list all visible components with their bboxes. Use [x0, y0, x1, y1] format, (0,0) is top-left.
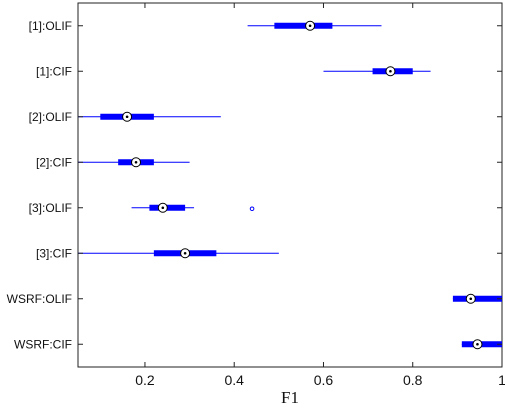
iqr-box	[274, 22, 333, 29]
category-label: [3]:CIF	[36, 246, 72, 260]
box-group	[461, 339, 502, 350]
boxes-layer	[78, 20, 502, 350]
category-label: [1]:OLIF	[29, 19, 72, 33]
x-axis-ticks: 0.2 0.4 0.6 0.8 1	[78, 3, 505, 388]
x-tick-label: 0.6	[314, 372, 334, 388]
x-tick-label: 0.2	[135, 372, 155, 388]
box-group	[78, 157, 190, 168]
x-tick-label: 0.4	[224, 372, 244, 388]
median-dot	[476, 342, 479, 346]
box-group	[323, 66, 431, 77]
median-dot	[134, 160, 138, 164]
category-label: WSRF:OLIF	[7, 292, 72, 306]
median-dot	[125, 115, 129, 119]
box-group	[78, 248, 279, 259]
median-dot	[308, 24, 312, 28]
x-tick-label: 0.8	[403, 372, 423, 388]
category-label: WSRF:CIF	[14, 337, 72, 351]
box-group	[247, 20, 382, 31]
category-label: [3]:OLIF	[29, 201, 72, 215]
category-label: [2]:OLIF	[29, 110, 72, 124]
iqr-box	[452, 295, 502, 302]
plot-area	[77, 2, 503, 368]
box-group	[131, 202, 255, 213]
x-axis-title: F1	[281, 388, 299, 407]
median-dot	[469, 297, 473, 301]
box-group	[78, 111, 221, 122]
median-dot	[183, 251, 187, 255]
median-dot	[161, 206, 165, 210]
category-labels: [1]:OLIF [1]:CIF [2]:OLIF [2]:CIF [3]:OLIF [3…	[7, 19, 72, 352]
category-label: [1]:CIF	[36, 64, 72, 78]
median-dot	[389, 69, 392, 73]
outlier-point	[249, 206, 255, 212]
x-tick-label: 1	[498, 372, 505, 388]
box-group	[452, 293, 502, 304]
category-label: [2]:CIF	[36, 155, 72, 169]
